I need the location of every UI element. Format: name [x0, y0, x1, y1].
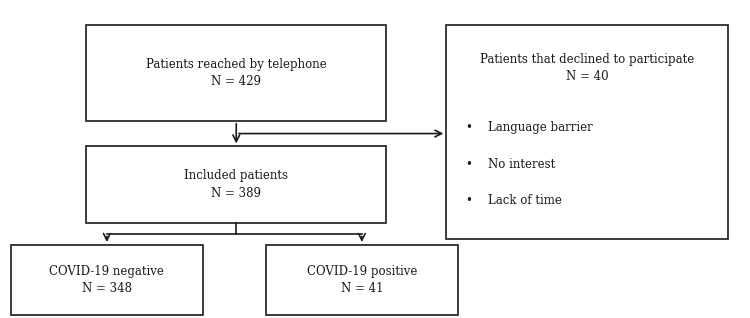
Text: N = 429: N = 429: [211, 75, 261, 88]
Bar: [86, 146, 386, 223]
Text: N = 348: N = 348: [82, 282, 132, 295]
Text: Included patients: Included patients: [184, 169, 288, 182]
Text: N = 41: N = 41: [340, 282, 383, 295]
Bar: [266, 245, 458, 315]
Text: Patients that declined to participate: Patients that declined to participate: [480, 53, 694, 66]
Bar: [86, 25, 386, 121]
Text: •: •: [465, 194, 472, 207]
Text: No interest: No interest: [488, 158, 555, 171]
Text: COVID-19 negative: COVID-19 negative: [50, 265, 164, 278]
Text: Language barrier: Language barrier: [488, 121, 592, 134]
Text: N = 40: N = 40: [566, 70, 608, 83]
Text: COVID-19 positive: COVID-19 positive: [307, 265, 417, 278]
Bar: [446, 25, 728, 238]
Text: •: •: [465, 121, 472, 134]
Bar: [11, 245, 202, 315]
Text: N = 389: N = 389: [211, 187, 261, 200]
Text: •: •: [465, 158, 472, 171]
Text: Lack of time: Lack of time: [488, 194, 561, 207]
Text: Patients reached by telephone: Patients reached by telephone: [146, 58, 327, 71]
